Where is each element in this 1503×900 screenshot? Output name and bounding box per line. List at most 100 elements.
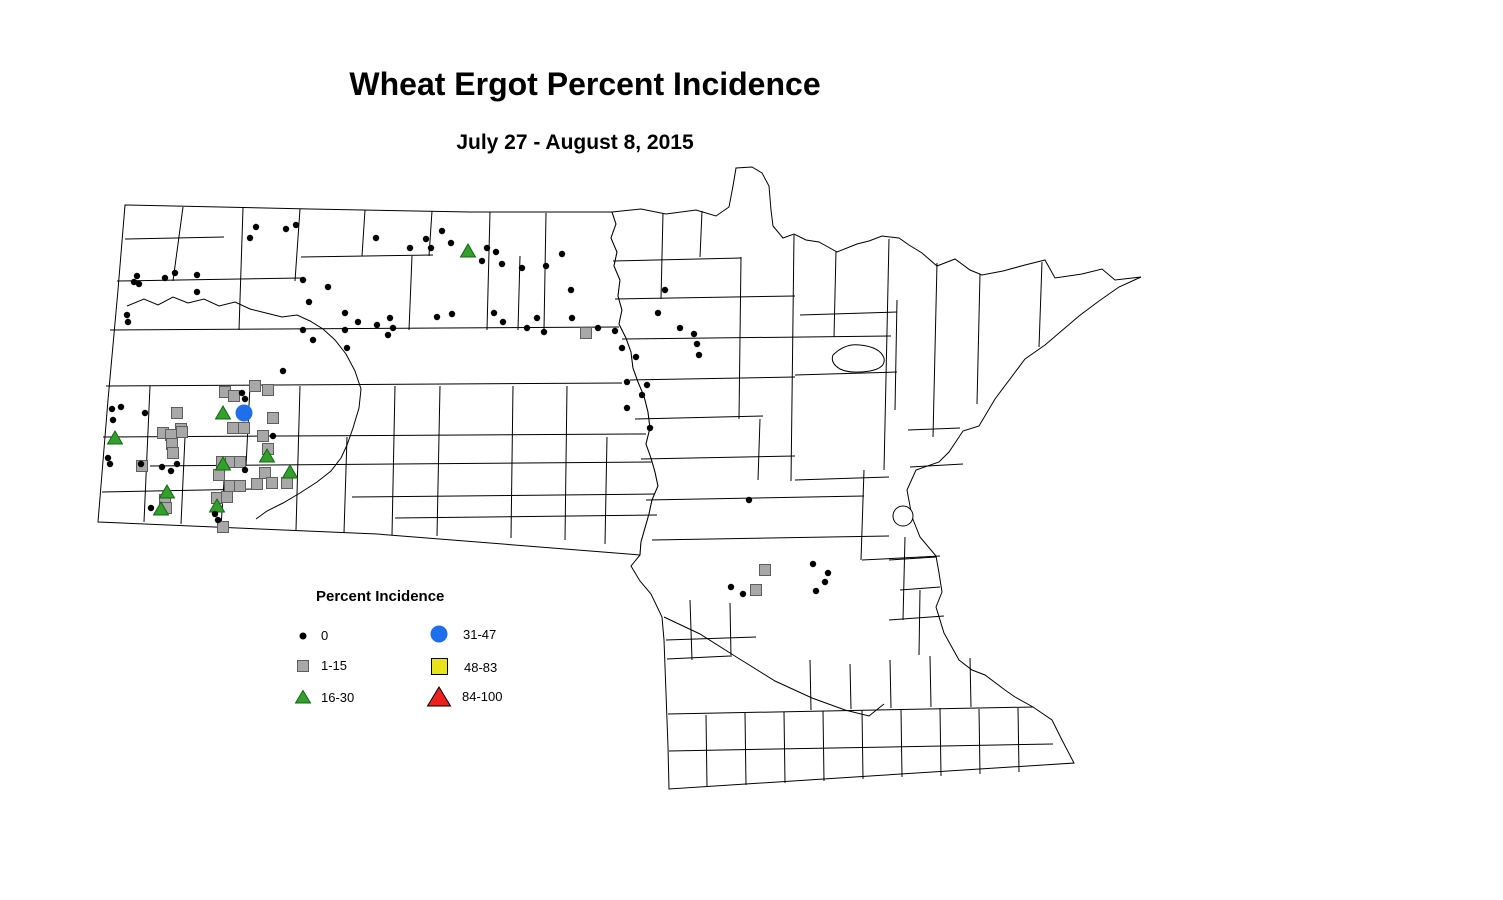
map-marker-1-15 xyxy=(213,469,225,481)
map-marker-1-15 xyxy=(281,477,293,489)
legend-item-0: 0 xyxy=(296,628,328,643)
map-marker-0 xyxy=(279,367,287,375)
map-marker-0 xyxy=(124,318,132,326)
map-marker-0 xyxy=(594,324,602,332)
map-marker-16-30 xyxy=(459,242,477,258)
map-marker-1-15 xyxy=(227,422,239,434)
map-marker-16-30 xyxy=(152,500,170,516)
map-marker-0 xyxy=(246,234,254,242)
map-marker-0 xyxy=(433,313,441,321)
map-marker-0 xyxy=(618,344,626,352)
map-marker-0 xyxy=(676,324,684,332)
map-marker-0 xyxy=(448,310,456,318)
map-marker-0 xyxy=(812,587,820,595)
map-marker-0 xyxy=(238,389,246,397)
map-marker-0 xyxy=(141,409,149,417)
map-marker-0 xyxy=(372,234,380,242)
yellow-square-icon xyxy=(431,658,448,675)
map-marker-1-15 xyxy=(238,422,250,434)
map-marker-1-15 xyxy=(224,480,236,492)
map-marker-0 xyxy=(373,321,381,329)
map-marker-0 xyxy=(109,416,117,424)
map-marker-0 xyxy=(654,309,662,317)
map-marker-0 xyxy=(214,516,222,524)
map-marker-0 xyxy=(492,248,500,256)
map-marker-0 xyxy=(106,460,114,468)
map-marker-0 xyxy=(386,314,394,322)
map-marker-0 xyxy=(568,314,576,322)
map-marker-1-15 xyxy=(262,384,274,396)
map-marker-0 xyxy=(147,504,155,512)
map-marker-16-30 xyxy=(214,404,232,420)
map-marker-0 xyxy=(135,280,143,288)
map-marker-0 xyxy=(611,327,619,335)
map-marker-0 xyxy=(632,353,640,361)
map-marker-0 xyxy=(292,221,300,229)
map-marker-0 xyxy=(299,276,307,284)
map-marker-0 xyxy=(137,460,145,468)
map-marker-1-15 xyxy=(176,426,188,438)
map-marker-0 xyxy=(282,225,290,233)
map-marker-0 xyxy=(252,223,260,231)
map-marker-0 xyxy=(542,262,550,270)
map-marker-1-15 xyxy=(171,407,183,419)
legend-label: 1-15 xyxy=(321,658,348,673)
black-dot-icon xyxy=(299,632,307,639)
map-marker-0 xyxy=(161,274,169,282)
map-marker-0 xyxy=(690,330,698,338)
map-marker-0 xyxy=(427,244,435,252)
page-title: Wheat Ergot Percent Incidence xyxy=(349,66,821,102)
map-marker-1-15 xyxy=(267,412,279,424)
map-marker-1-15 xyxy=(251,478,263,490)
map-marker-0 xyxy=(483,244,491,252)
map-marker-1-15 xyxy=(221,491,233,503)
minnesota-county-lines xyxy=(612,210,1054,788)
map-marker-0 xyxy=(104,454,112,462)
map-marker-0 xyxy=(158,463,166,471)
legend-title: Percent Incidence xyxy=(316,588,445,605)
legend-item-16-30: 16-30 xyxy=(294,689,354,705)
map-marker-1-15 xyxy=(249,380,261,392)
legend-label: 48-83 xyxy=(464,659,498,675)
map-marker-0 xyxy=(438,227,446,235)
map-marker-1-15 xyxy=(257,430,269,442)
map-marker-0 xyxy=(117,403,125,411)
map-marker-0 xyxy=(354,318,362,326)
page-subtitle: July 27 - August 8, 2015 xyxy=(456,131,694,154)
legend-item-31-47: 31-47 xyxy=(429,624,496,644)
map-marker-1-15 xyxy=(750,584,762,596)
blue-circle-icon xyxy=(430,625,448,643)
map-marker-0 xyxy=(478,257,486,265)
map-marker-0 xyxy=(567,286,575,294)
missouri-river xyxy=(126,296,362,520)
map-marker-16-30 xyxy=(281,463,299,479)
map-marker-0 xyxy=(193,288,201,296)
map-marker-0 xyxy=(490,309,498,317)
map-marker-0 xyxy=(623,404,631,412)
map-marker-0 xyxy=(809,560,817,568)
gray-square-icon xyxy=(297,659,309,672)
legend-item-1-15: 1-15 xyxy=(296,658,347,673)
map-marker-0 xyxy=(341,309,349,317)
map-marker-0 xyxy=(341,326,349,334)
survey-site-markers xyxy=(104,221,832,598)
map-marker-0 xyxy=(638,391,646,399)
map-marker-16-30 xyxy=(258,447,276,463)
map-marker-0 xyxy=(558,250,566,258)
map-marker-0 xyxy=(241,466,249,474)
map-marker-0 xyxy=(167,467,175,475)
map-marker-16-30 xyxy=(106,429,124,445)
map-marker-1-15 xyxy=(217,521,229,533)
map-marker-0 xyxy=(646,424,654,432)
map-marker-1-15 xyxy=(167,447,179,459)
map-marker-0 xyxy=(173,460,181,468)
legend-label: 31-47 xyxy=(463,626,497,642)
red-triangle-icon xyxy=(426,686,452,707)
map-marker-0 xyxy=(498,260,506,268)
map-marker-1-15 xyxy=(580,327,592,339)
map-marker-0 xyxy=(324,283,332,291)
map-marker-1-15 xyxy=(234,480,246,492)
map-marker-0 xyxy=(193,271,201,279)
green-triangle-icon xyxy=(294,689,312,704)
map-marker-0 xyxy=(406,244,414,252)
